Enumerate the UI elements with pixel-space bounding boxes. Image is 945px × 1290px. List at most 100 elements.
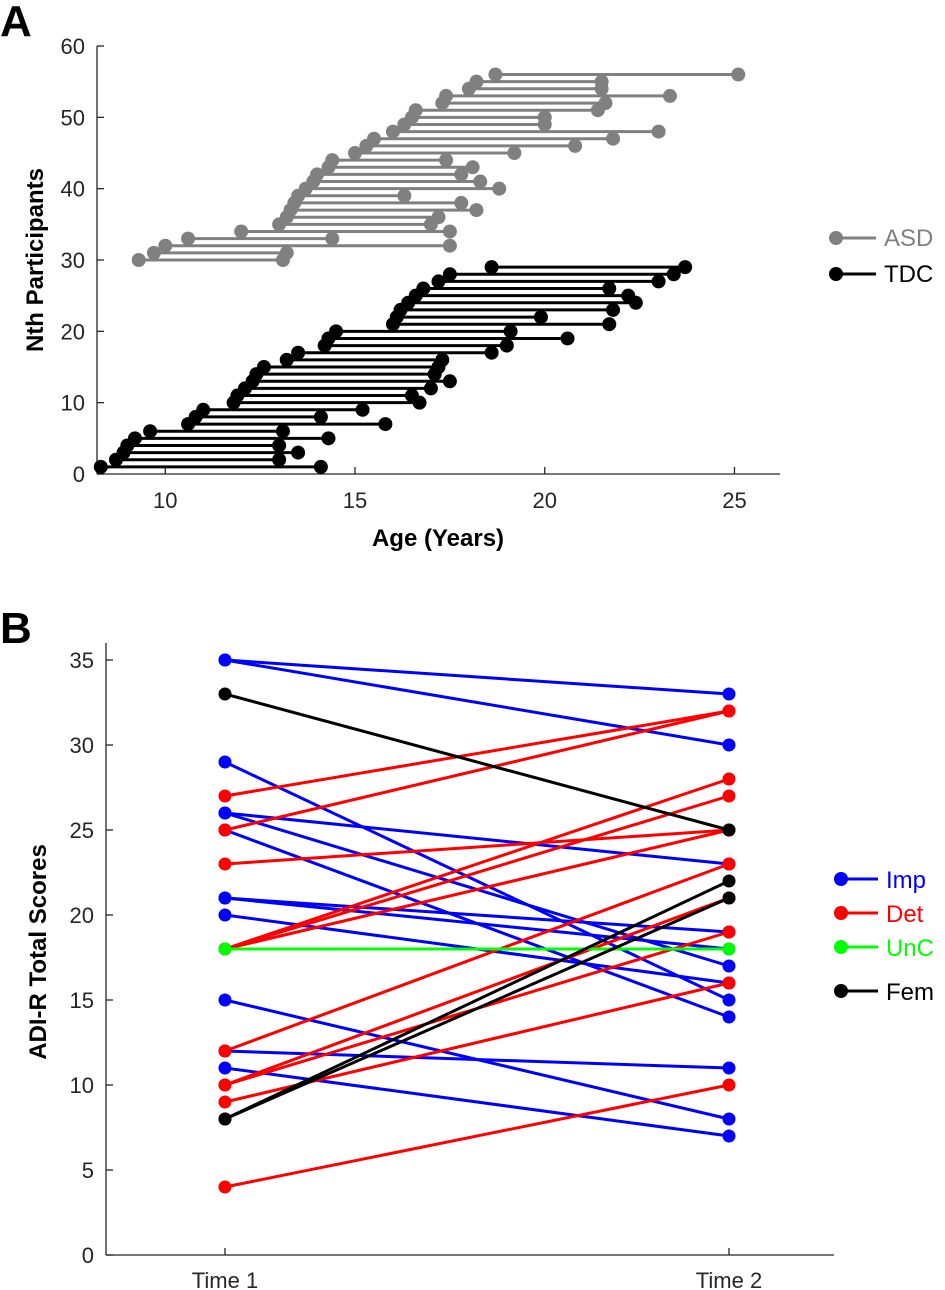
b-x-tick-label-1: Time 1 xyxy=(192,1268,258,1290)
pair-23-line xyxy=(224,1083,730,1189)
series-tdc xyxy=(93,260,693,474)
pair-17-line xyxy=(224,794,730,951)
asd-participant-33-end xyxy=(325,231,340,246)
asd-participant-53-end xyxy=(662,88,677,103)
pair-5-time1-point xyxy=(218,806,232,820)
tdc-participant-5-start xyxy=(127,431,142,446)
tdc-participant-17-start xyxy=(291,345,306,360)
tdc-participant-6-end xyxy=(275,424,290,439)
tdc-participant-18-end xyxy=(499,338,514,353)
asd-participant-40-end xyxy=(492,181,507,196)
tdc-participant-21-end xyxy=(602,317,617,332)
tdc-participant-25-end xyxy=(621,288,636,303)
pair-1-time2-point xyxy=(722,687,736,701)
y-tick-label-50: 50 xyxy=(61,105,85,130)
b-x-tick-label-2: Time 2 xyxy=(696,1268,762,1290)
pair-27-time2-point xyxy=(722,891,736,905)
pair-17-time2-point xyxy=(722,789,736,803)
b-y-tick-label-35: 35 xyxy=(70,648,94,673)
pair-11-line xyxy=(224,1049,730,1070)
tdc-participant-22-end xyxy=(533,310,548,325)
panel-b-y-axis-title: ADI-R Total Scores xyxy=(25,844,52,1060)
legend-asd-marker xyxy=(829,231,843,245)
panel-a-x-axis-title: Age (Years) xyxy=(372,525,504,552)
asd-participant-34-start xyxy=(234,224,249,239)
legend-det-marker xyxy=(834,906,848,920)
pair-19-det xyxy=(218,857,736,1058)
asd-participant-55-start xyxy=(469,74,484,89)
asd-participant-39-end xyxy=(397,188,412,203)
x-tick-label-25: 25 xyxy=(722,488,746,513)
tdc-participant-20-end xyxy=(503,324,518,339)
asd-participant-47-end xyxy=(606,131,621,146)
asd-participant-55-end xyxy=(594,74,609,89)
asd-participant-50-end xyxy=(537,110,552,125)
asd-participant-38-end xyxy=(454,195,469,210)
x-tick-label-10: 10 xyxy=(153,488,177,513)
pair-25-fem xyxy=(218,687,736,837)
legend-item-det: Det xyxy=(834,901,924,928)
legend-fem-marker xyxy=(834,984,848,998)
x-tick-label-15: 15 xyxy=(343,488,367,513)
pair-2-time2-point xyxy=(722,738,736,752)
tdc-participant-29-start xyxy=(484,260,499,275)
asd-participant-46-end xyxy=(568,138,583,153)
pair-10-time1-point xyxy=(218,993,232,1007)
asd-participant-36-end xyxy=(431,210,446,225)
pair-22-time2-point xyxy=(722,976,736,990)
tdc-participant-26-end xyxy=(602,281,617,296)
asd-participant-30-start xyxy=(131,253,146,267)
pair-23-time2-point xyxy=(722,1078,736,1092)
panel-a: A 10 15 20 25 0 10 20 30 40 50 60 Age (Years) Nth … xyxy=(0,0,933,552)
tdc-participant-27-start xyxy=(431,274,446,289)
tdc-participant-7-end xyxy=(378,417,393,432)
pair-13-line xyxy=(224,709,730,798)
tdc-participant-19-end xyxy=(560,331,575,346)
x-tick-label-20: 20 xyxy=(533,488,557,513)
asd-participant-48-start xyxy=(385,124,400,139)
legend-unc-marker xyxy=(834,940,848,954)
y-tick-label-0: 0 xyxy=(73,462,85,487)
y-tick-label-20: 20 xyxy=(61,319,85,344)
panel-b-ticks: 0 5 10 15 20 25 30 35 Time 1 Time 2 xyxy=(70,648,763,1290)
asd-participant-42-end xyxy=(454,167,469,182)
pair-3-time2-point xyxy=(722,993,736,1007)
pair-10-time2-point xyxy=(722,1112,736,1126)
pair-1-line xyxy=(224,658,730,696)
asd-participant-51-start xyxy=(408,103,423,118)
asd-participant-52-end xyxy=(598,96,613,111)
y-tick-label-30: 30 xyxy=(61,248,85,273)
panel-a-legend: ASD TDC xyxy=(829,225,933,288)
asd-participant-33-start xyxy=(181,231,196,246)
pair-14-time2-point xyxy=(722,704,736,718)
y-tick-label-40: 40 xyxy=(61,177,85,202)
tdc-participant-2-end xyxy=(272,452,287,467)
pair-21-time1-point xyxy=(218,1078,232,1092)
pair-7-line xyxy=(224,896,730,934)
tdc-participant-16-end xyxy=(435,352,450,367)
legend-imp-label: Imp xyxy=(886,867,926,894)
pair-21-time2-point xyxy=(722,925,736,939)
tdc-participant-27-end xyxy=(651,274,666,289)
tdc-participant-26-start xyxy=(416,281,431,296)
pair-24-unc xyxy=(218,942,736,956)
asd-participant-32-start xyxy=(158,238,173,253)
b-y-tick-label-25: 25 xyxy=(70,818,94,843)
pair-15-time1-point xyxy=(218,857,232,871)
tdc-participant-12-end xyxy=(423,381,438,396)
pair-14-line xyxy=(224,709,730,832)
panel-a-marks xyxy=(93,67,746,474)
asd-participant-56-start xyxy=(488,67,503,82)
legend-item-tdc: TDC xyxy=(829,261,933,288)
pair-2-line xyxy=(224,658,730,747)
pair-19-line xyxy=(224,862,730,1053)
pair-8-time1-point xyxy=(218,891,232,905)
pair-25-line xyxy=(224,692,730,832)
panel-b-letter: B xyxy=(0,604,32,653)
pair-27-line xyxy=(224,896,730,1121)
legend-tdc-label: TDC xyxy=(884,261,933,288)
asd-participant-56-end xyxy=(731,67,746,82)
panel-a-ticks: 10 15 20 25 0 10 20 30 40 50 60 xyxy=(61,34,747,513)
pair-19-time1-point xyxy=(218,1044,232,1058)
pair-13-time1-point xyxy=(218,789,232,803)
